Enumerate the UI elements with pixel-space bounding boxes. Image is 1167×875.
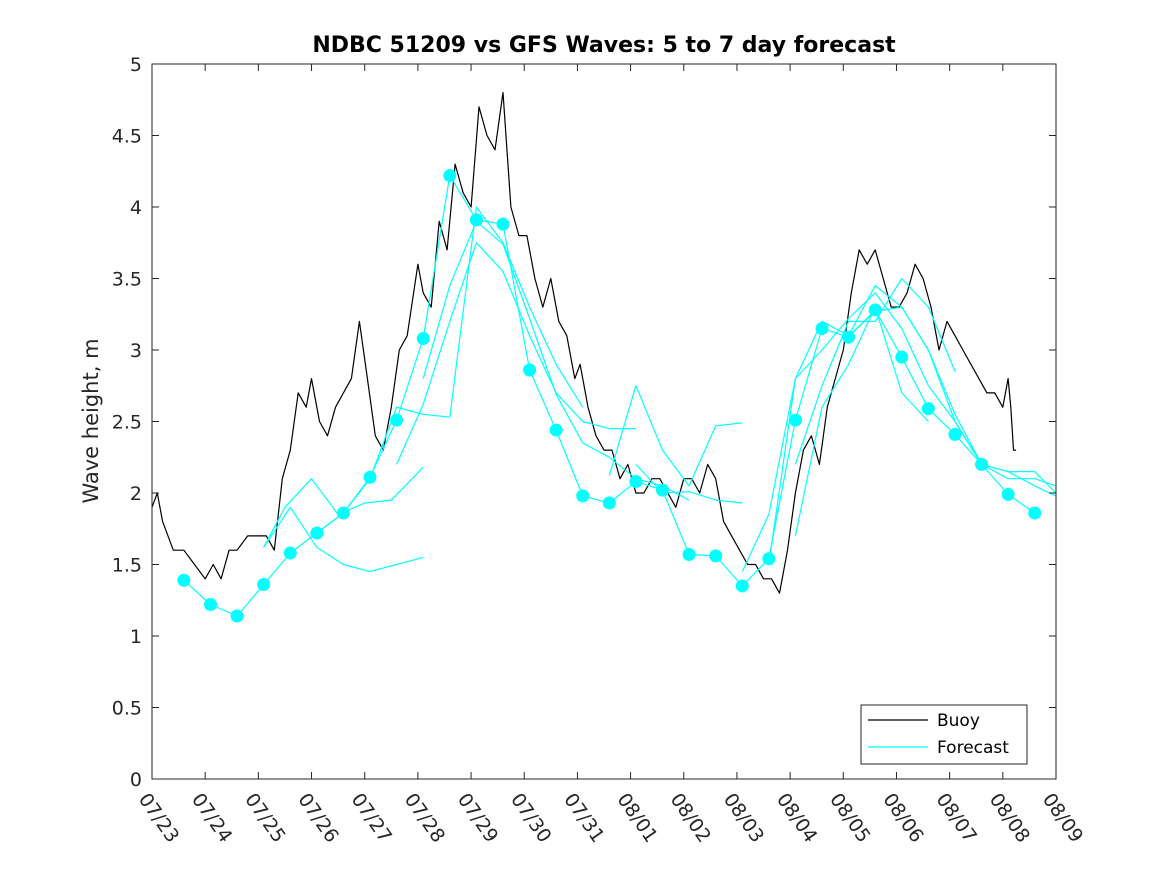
forecast-point bbox=[815, 322, 829, 336]
y-tick-label: 3.5 bbox=[112, 269, 142, 291]
y-tick-label: 3 bbox=[130, 340, 142, 362]
forecast-line bbox=[768, 292, 1057, 565]
y-tick-label: 4 bbox=[130, 197, 142, 219]
buoy-line bbox=[151, 91, 1017, 594]
forecast-line bbox=[396, 242, 636, 465]
forecast-line bbox=[794, 306, 929, 537]
forecast-point bbox=[576, 489, 590, 503]
forecast-line bbox=[608, 385, 743, 487]
y-tick-label: 2.5 bbox=[112, 412, 142, 434]
forecast-point bbox=[177, 573, 191, 587]
y-tick-label: 4.5 bbox=[112, 126, 142, 148]
legend-box bbox=[860, 704, 1028, 765]
forecast-point bbox=[283, 546, 297, 560]
forecast-point bbox=[735, 579, 749, 593]
forecast-series bbox=[177, 169, 1057, 623]
forecast-line bbox=[316, 206, 584, 534]
forecast-point bbox=[762, 552, 776, 566]
y-tick-label: 1 bbox=[130, 626, 142, 648]
legend: Buoy Forecast bbox=[860, 704, 1028, 765]
forecast-point bbox=[523, 363, 537, 377]
y-tick-label: 1.5 bbox=[112, 555, 142, 577]
forecast-point bbox=[629, 475, 643, 489]
forecast-point bbox=[443, 169, 457, 183]
forecast-line bbox=[263, 506, 424, 573]
forecast-point bbox=[496, 217, 510, 231]
forecast-point bbox=[948, 427, 962, 441]
forecast-point bbox=[549, 423, 563, 437]
forecast-point bbox=[682, 547, 696, 561]
y-axis: 0 0.5 1 1.5 2 2.5 3 3.5 4 4.5 5 bbox=[112, 54, 1056, 791]
forecast-point bbox=[1028, 506, 1042, 520]
forecast-point bbox=[230, 609, 244, 623]
chart-title: NDBC 51209 vs GFS Waves: 5 to 7 day fore… bbox=[312, 33, 896, 58]
forecast-point bbox=[416, 332, 430, 346]
y-tick-label: 5 bbox=[130, 54, 142, 76]
buoy-series bbox=[151, 91, 1017, 594]
y-tick-label: 0.5 bbox=[112, 698, 142, 720]
forecast-point bbox=[469, 213, 483, 227]
forecast-point bbox=[203, 598, 217, 612]
forecast-point bbox=[257, 578, 271, 592]
legend-buoy-label: Buoy bbox=[937, 711, 980, 731]
forecast-line bbox=[422, 220, 690, 501]
y-axis-label: Wave height, m bbox=[79, 338, 103, 503]
forecast-point bbox=[602, 496, 616, 510]
forecast-line bbox=[263, 466, 424, 548]
forecast-line bbox=[848, 285, 1057, 497]
y-tick-label: 0 bbox=[130, 769, 142, 791]
y-tick-label: 2 bbox=[130, 483, 142, 505]
forecast-point bbox=[895, 350, 909, 364]
forecast-point bbox=[1001, 487, 1015, 501]
legend-forecast-label: Forecast bbox=[937, 738, 1009, 758]
plot-area bbox=[152, 64, 1056, 779]
forecast-point bbox=[709, 549, 723, 563]
forecast-point bbox=[921, 402, 935, 416]
forecast-line bbox=[635, 463, 743, 504]
forecast-point bbox=[788, 413, 802, 427]
forecast-line bbox=[794, 277, 956, 465]
